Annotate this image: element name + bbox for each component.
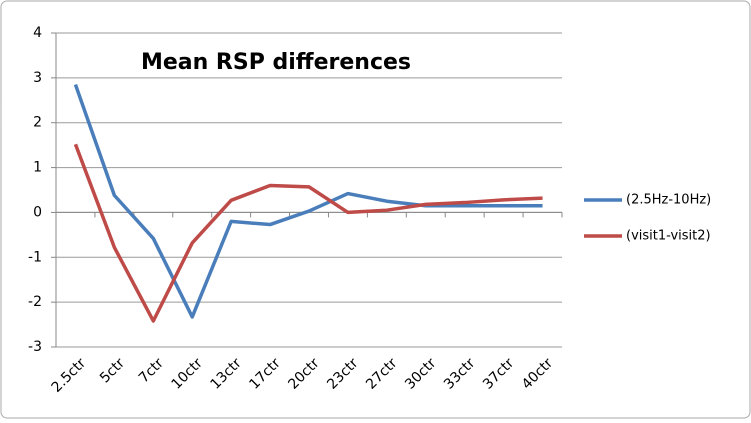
line-series — [73, 84, 543, 319]
chart-title: Mean RSP differences — [141, 50, 411, 75]
line-series — [73, 143, 543, 323]
legend-label: (visit1-visit2) — [626, 229, 711, 244]
y-tick-label: -2 — [28, 294, 42, 310]
legend-label: (2.5Hz-10Hz) — [626, 193, 711, 208]
y-tick-label: 1 — [33, 160, 42, 176]
y-tick-label: 3 — [33, 70, 42, 86]
y-tick-label: -3 — [28, 339, 42, 355]
y-tick-label: 4 — [33, 25, 42, 41]
y-tick-label: -1 — [28, 249, 42, 265]
y-tick-label: 2 — [33, 115, 42, 131]
y-tick-label: 0 — [33, 204, 42, 220]
